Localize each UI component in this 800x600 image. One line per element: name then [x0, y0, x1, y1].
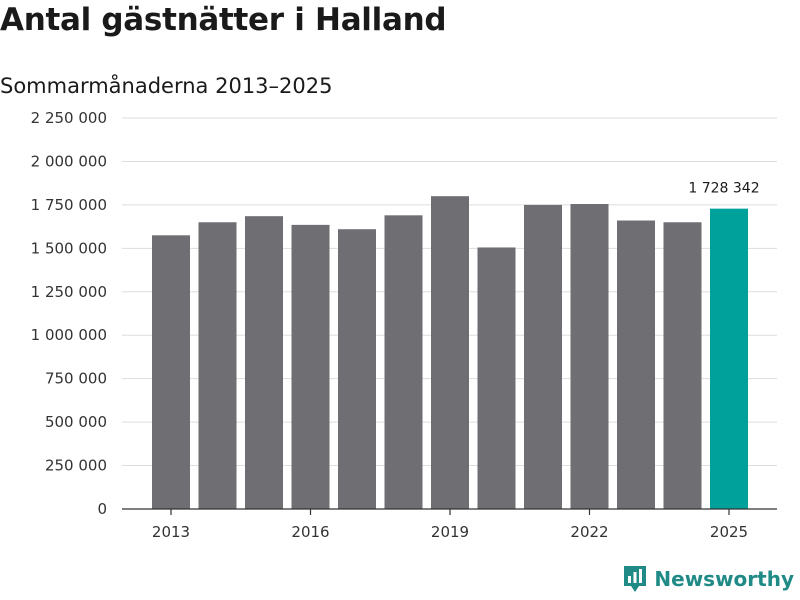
x-tick-label: 2013	[152, 523, 190, 541]
x-tick-label: 2019	[431, 523, 469, 541]
brand-logo: Newsworthy	[622, 564, 794, 594]
brand-name: Newsworthy	[654, 567, 794, 591]
bar-2021	[524, 204, 562, 509]
bar-2016	[291, 224, 330, 509]
y-tick-label: 2 250 000	[31, 109, 107, 127]
bar-2024	[663, 222, 702, 509]
bar-2015	[245, 216, 283, 509]
bar-2020	[477, 247, 516, 509]
y-tick-label: 750 000	[45, 370, 107, 388]
bar-2023	[617, 220, 655, 510]
bar-2022	[570, 204, 609, 509]
bar-2014	[198, 222, 237, 509]
bar-2019	[431, 196, 469, 509]
y-tick-label: 500 000	[45, 413, 107, 431]
y-tick-label: 1 250 000	[31, 283, 107, 301]
y-tick-label: 0	[97, 500, 107, 518]
x-tick-label: 2016	[291, 523, 329, 541]
data-label: 1 728 342	[688, 181, 759, 197]
x-tick-label: 2022	[570, 523, 608, 541]
bar-2018	[384, 215, 423, 509]
y-tick-label: 1 500 000	[31, 239, 107, 257]
y-tick-label: 1 750 000	[31, 196, 107, 214]
bar-2013	[152, 235, 190, 510]
y-tick-label: 250 000	[45, 457, 107, 475]
newsworthy-logo-icon	[624, 566, 647, 592]
chart-title: Antal gästnätter i Halland	[0, 2, 447, 38]
bar-2025	[710, 208, 748, 509]
y-tick-label: 2 000 000	[31, 152, 107, 170]
bar-2017	[338, 229, 376, 509]
x-tick-label: 2025	[710, 523, 748, 541]
chart-subtitle: Sommarmånaderna 2013–2025	[0, 74, 333, 98]
y-tick-label: 1 000 000	[31, 326, 107, 344]
